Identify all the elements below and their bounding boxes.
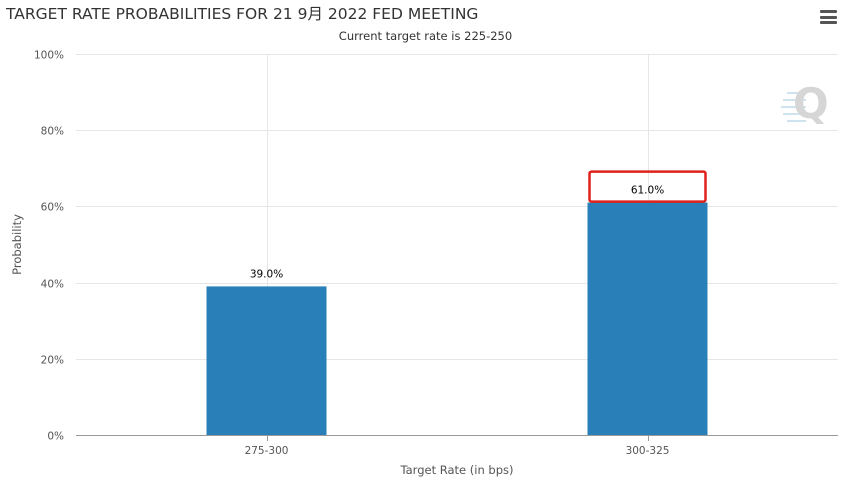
menu-line xyxy=(819,21,837,24)
x-tick-label: 275-300 xyxy=(245,445,289,457)
y-tick-label: 60% xyxy=(41,202,64,214)
x-tick-label: 300-325 xyxy=(626,445,670,457)
x-axis-title: Target Rate (in bps) xyxy=(400,463,514,477)
y-tick-label: 0% xyxy=(47,431,64,443)
y-tick-label: 100% xyxy=(34,50,64,62)
y-tick-label: 80% xyxy=(41,126,64,138)
chart-subtitle: Current target rate is 225-250 xyxy=(338,29,513,43)
hamburger-menu-icon[interactable] xyxy=(816,6,840,28)
menu-line xyxy=(819,15,837,19)
logo-letter: Q xyxy=(793,79,829,128)
chart-title: TARGET RATE PROBABILITIES FOR 21 9月 2022… xyxy=(6,5,479,23)
data-label: 39.0% xyxy=(250,268,283,280)
bar-300-325 xyxy=(587,202,708,435)
menu-line xyxy=(819,10,837,13)
y-tick-label: 40% xyxy=(41,279,64,291)
y-axis-title: Probability xyxy=(10,214,24,275)
bar-275-300 xyxy=(206,286,327,435)
y-tick-label: 20% xyxy=(41,355,64,367)
data-label: 61.0% xyxy=(631,185,664,197)
quikstrike-q-logo-icon: Q xyxy=(781,79,829,128)
highlight-box xyxy=(588,170,707,203)
